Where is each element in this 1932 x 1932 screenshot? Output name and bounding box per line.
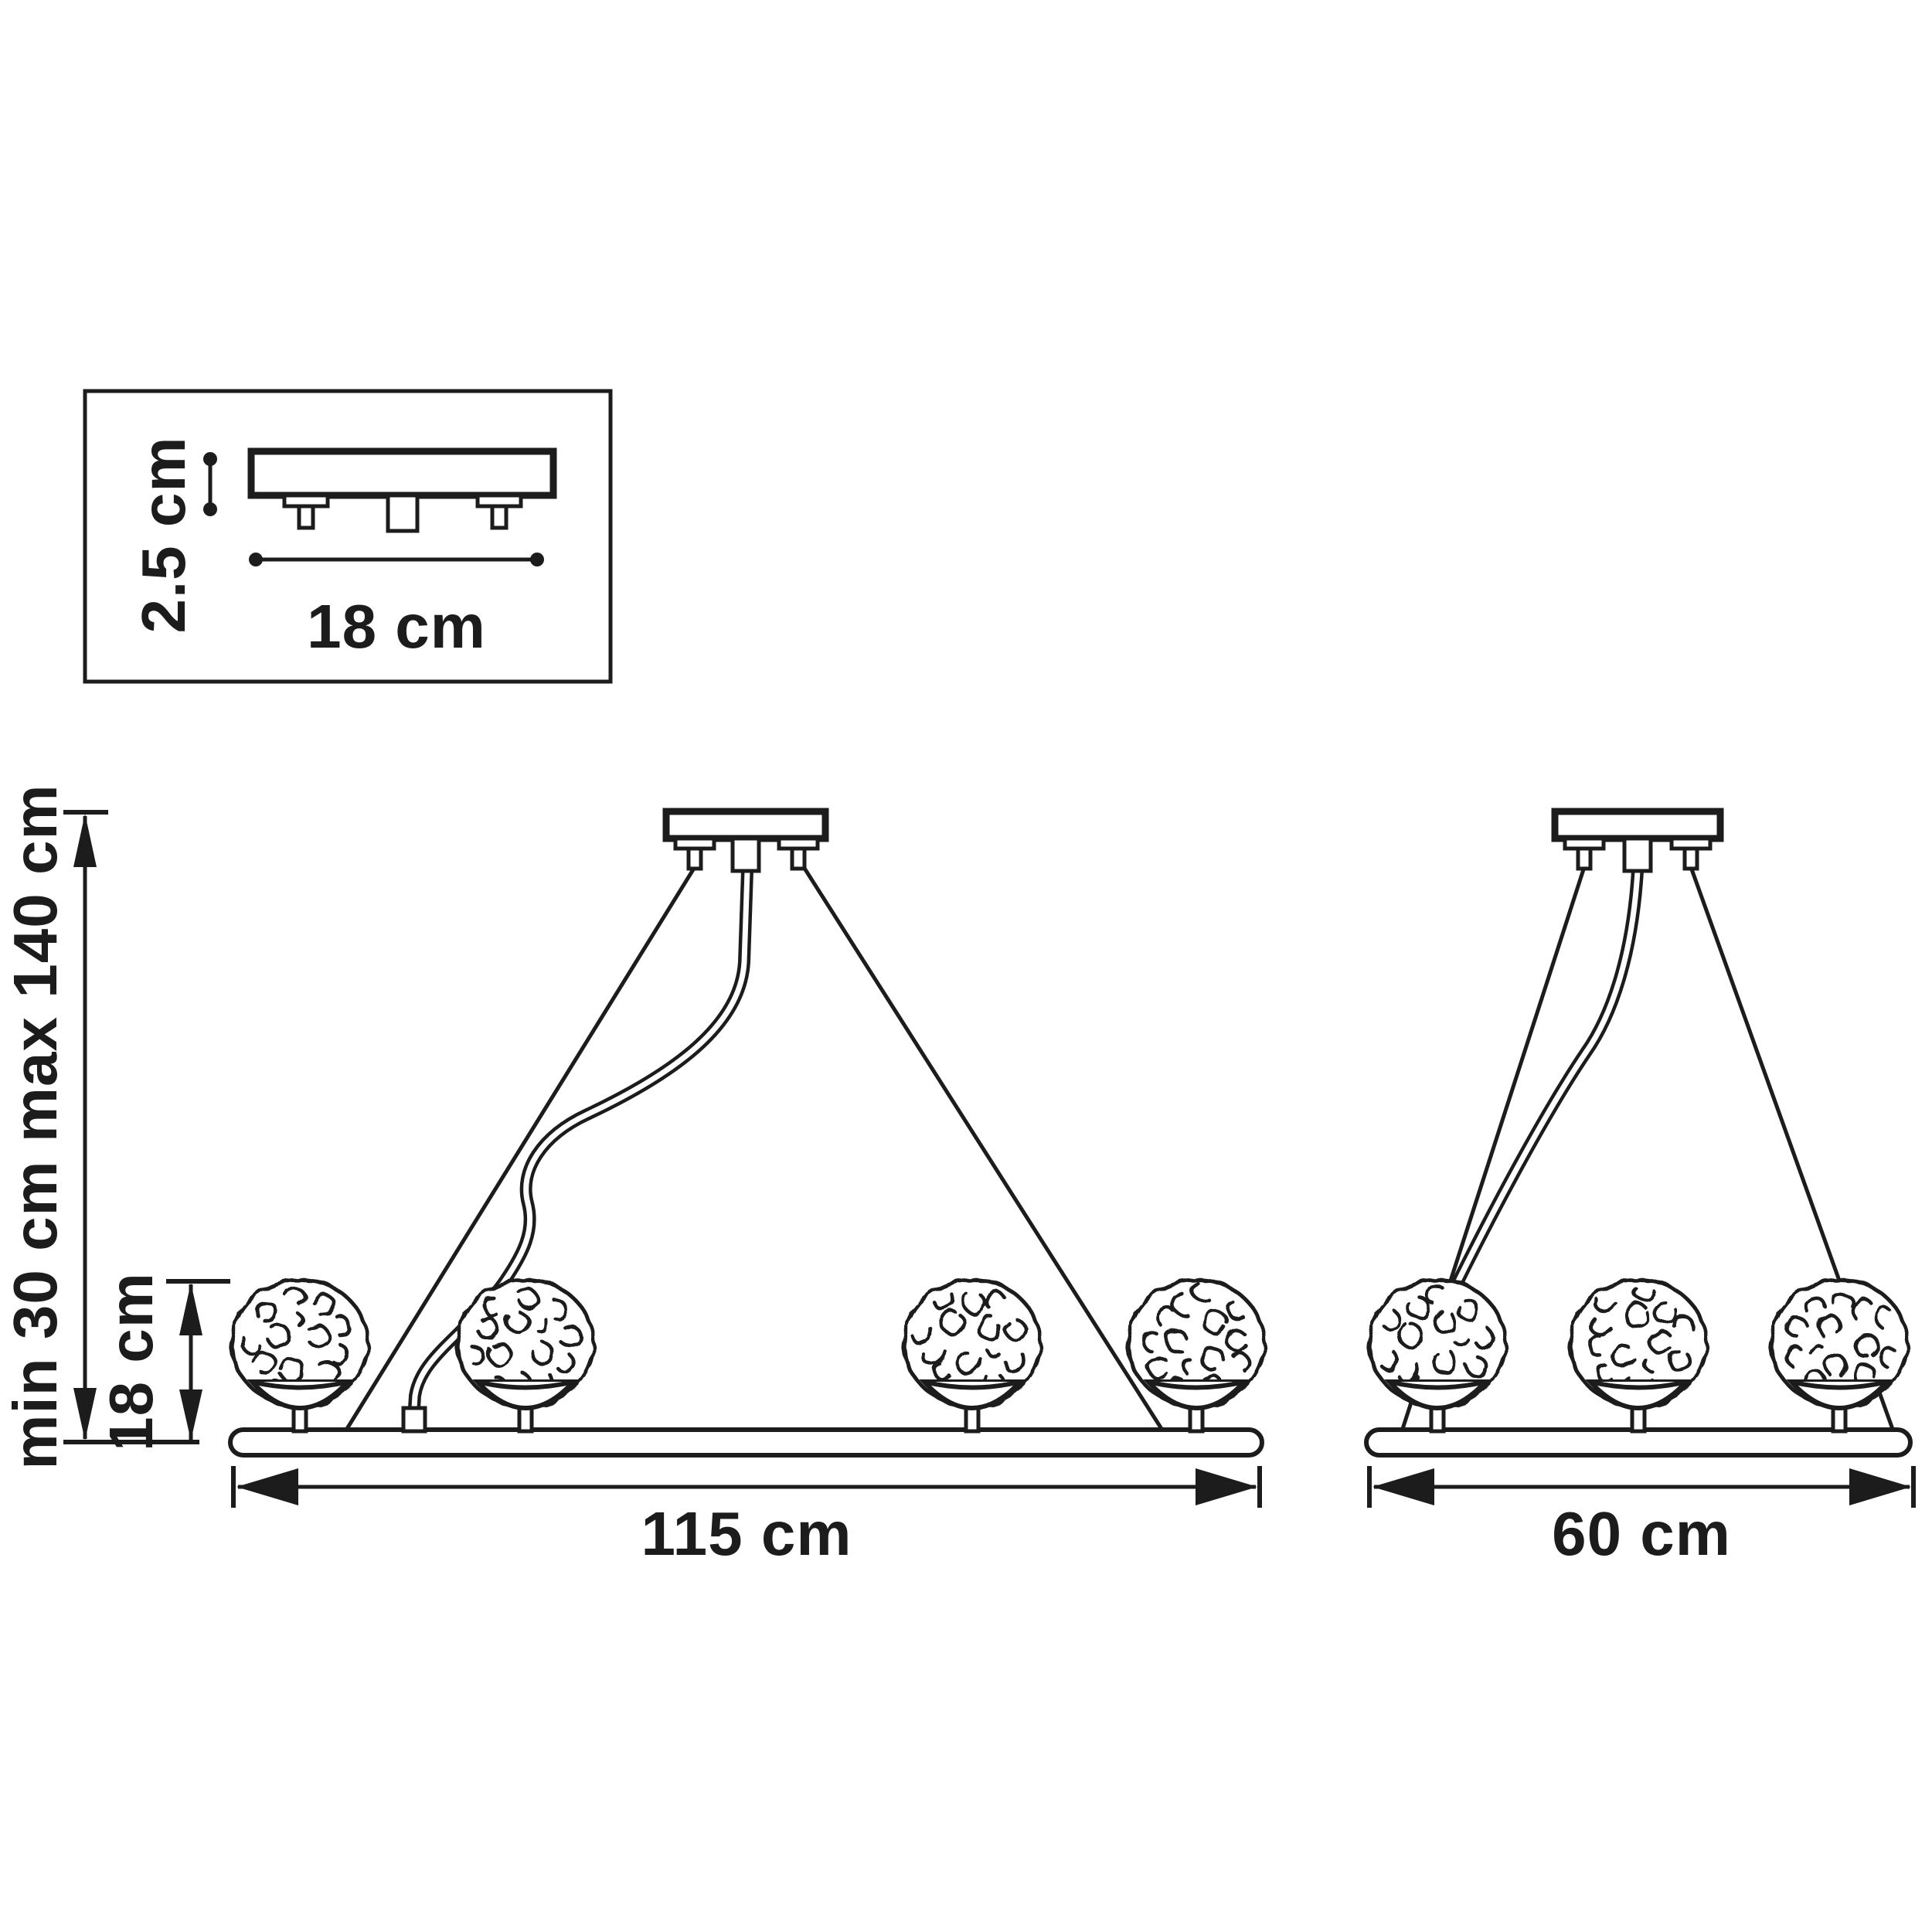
detail-box-border (83, 389, 613, 684)
shade-cup (919, 1379, 1026, 1410)
shade-cup (247, 1379, 353, 1410)
pendant-small-60: 60 cm (1364, 808, 1916, 1568)
canopy-cord-outlet (1622, 836, 1653, 873)
shade-cup (1585, 1379, 1692, 1410)
width-115-label: 115 cm (641, 1499, 852, 1568)
canopy-pin-right-stem (490, 504, 509, 530)
suspension-wire-left (343, 866, 697, 1433)
shade-cup (1384, 1379, 1491, 1410)
canopy-cord-outlet (386, 493, 420, 533)
hang-range-label: min 30 cm max 140 cm (1, 784, 70, 1469)
canopy-width-label: 18 cm (307, 592, 486, 661)
shade-cup (1786, 1379, 1893, 1410)
hang-height-dimension: min 30 cm max 140 cm (1, 784, 199, 1470)
canopy-plate (1551, 808, 1724, 842)
detail-height-dimension: 2.5 cm (129, 436, 217, 634)
shade-cup (1143, 1379, 1250, 1410)
canopy (1551, 808, 1724, 873)
canopy-pin-left-stem (686, 846, 703, 871)
canopy-cord-outlet (730, 836, 761, 873)
bar (228, 1427, 1264, 1458)
shade-height-label: 18 cm (97, 1272, 165, 1451)
detail-width-dimension: 18 cm (249, 553, 544, 661)
canopy-plate (247, 447, 557, 499)
pendant-large-115: 115 cm (228, 808, 1271, 1568)
shade-cup (472, 1379, 579, 1410)
canopy-detail-box: 2.5 cm 18 cm (83, 389, 613, 684)
width-60-label: 60 cm (1552, 1499, 1731, 1568)
suspension-wire-right (801, 866, 1165, 1433)
canopy-pin-left-stem (1576, 846, 1593, 871)
power-cord (1440, 865, 1644, 1311)
detail-canopy-drawing (247, 447, 557, 533)
canopy-pin-right-stem (790, 846, 807, 871)
cord-connector (401, 1406, 427, 1434)
bar (1364, 1427, 1913, 1458)
canopy-height-label: 2.5 cm (129, 436, 198, 633)
canopy-pin-right-stem (1682, 846, 1699, 871)
canopy-plate (662, 808, 829, 842)
canopy-pin-left-stem (297, 504, 315, 530)
width-dimension-60: 60 cm (1367, 1466, 1916, 1568)
width-dimension-115: 115 cm (231, 1466, 1262, 1568)
shade-height-dimension: 18 cm (97, 1272, 230, 1451)
canopy (662, 808, 829, 873)
